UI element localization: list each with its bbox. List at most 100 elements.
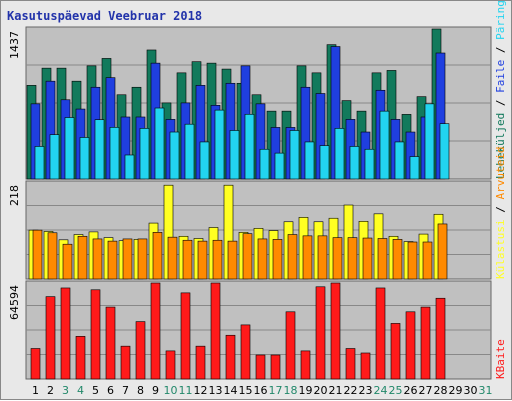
x-tick-day-8: 8 — [137, 384, 144, 397]
legend-separator: / — [494, 200, 507, 220]
bar-Arvuteid-14 — [227, 240, 238, 280]
x-tick-day-10: 10 — [164, 384, 178, 397]
legend-Leheküljed: Leheküljed — [494, 113, 507, 179]
x-tick-day-27: 27 — [419, 384, 433, 397]
legend-KBaite: KBaite — [494, 339, 507, 379]
bar-Arvuteid-22 — [347, 237, 358, 280]
x-tick-day-30: 30 — [464, 384, 478, 397]
bar-Arvuteid-8 — [137, 238, 148, 280]
x-tick-day-6: 6 — [107, 384, 114, 397]
bar-KBaite-21 — [330, 282, 341, 380]
bar-KBaite-1 — [30, 348, 41, 380]
legend-separator: / — [494, 40, 507, 60]
bar-KBaite-19 — [300, 350, 311, 380]
x-tick-day-21: 21 — [329, 384, 343, 397]
x-tick-day-28: 28 — [434, 384, 448, 397]
bar-Päringuid-14 — [229, 130, 240, 180]
bar-KBaite-16 — [255, 354, 266, 380]
bar-KBaite-28 — [435, 297, 446, 380]
bar-KBaite-6 — [105, 306, 116, 380]
bar-Arvuteid-24 — [377, 238, 388, 280]
x-tick-day-18: 18 — [284, 384, 298, 397]
bar-Päringuid-24 — [379, 110, 390, 180]
bar-Arvuteid-2 — [47, 232, 58, 280]
bar-Arvuteid-26 — [407, 241, 418, 280]
x-tick-day-31: 31 — [479, 384, 493, 397]
bar-Arvuteid-12 — [197, 240, 208, 280]
bar-Arvuteid-6 — [107, 240, 118, 280]
x-tick-day-7: 7 — [122, 384, 129, 397]
bar-KBaite-25 — [390, 323, 401, 380]
x-tick-day-24: 24 — [374, 384, 388, 397]
x-tick-day-20: 20 — [314, 384, 328, 397]
bar-KBaite-13 — [210, 282, 221, 380]
panel-middle-ymax-label: 218 — [8, 185, 21, 206]
x-tick-day-29: 29 — [449, 384, 463, 397]
bar-Päringuid-6 — [109, 127, 120, 180]
bar-KBaite-24 — [375, 287, 386, 380]
bar-Arvuteid-19 — [302, 235, 313, 280]
x-tick-day-26: 26 — [404, 384, 418, 397]
legend-Faile: Faile — [494, 60, 507, 93]
bar-KBaite-7 — [120, 345, 131, 380]
x-tick-day-9: 9 — [152, 384, 159, 397]
legend-separator: / — [494, 93, 507, 113]
bar-Arvuteid-16 — [257, 238, 268, 280]
bar-Päringuid-3 — [64, 117, 75, 180]
x-tick-day-12: 12 — [194, 384, 208, 397]
x-tick-day-13: 13 — [209, 384, 223, 397]
bar-KBaite-26 — [405, 311, 416, 380]
bar-KBaite-8 — [135, 321, 146, 380]
bar-Arvuteid-10 — [167, 236, 178, 280]
legend-Päringuid: Päringuid — [494, 1, 507, 40]
bar-KBaite-3 — [60, 287, 71, 380]
x-tick-day-1: 1 — [32, 384, 39, 397]
bar-Arvuteid-25 — [392, 239, 403, 280]
chart-title: Kasutuspäevad Veebruar 2018 — [7, 9, 202, 23]
x-tick-day-15: 15 — [239, 384, 253, 397]
bar-Päringuid-25 — [394, 141, 405, 180]
bar-Päringuid-9 — [154, 107, 165, 180]
bar-KBaite-12 — [195, 345, 206, 380]
bar-Päringuid-22 — [349, 146, 360, 180]
bar-KBaite-9 — [150, 282, 161, 380]
bar-Päringuid-19 — [304, 141, 315, 180]
x-tick-day-3: 3 — [62, 384, 69, 397]
x-tick-day-17: 17 — [269, 384, 283, 397]
bar-Arvuteid-4 — [77, 235, 88, 280]
bar-Päringuid-12 — [199, 141, 210, 180]
bar-KBaite-18 — [285, 311, 296, 380]
panel-middle-legend: Külastusi / Arvuteid — [494, 147, 507, 279]
bar-KBaite-23 — [360, 352, 371, 380]
bar-Arvuteid-3 — [62, 243, 73, 280]
bar-Päringuid-21 — [334, 128, 345, 180]
bar-KBaite-2 — [45, 296, 56, 380]
bar-KBaite-17 — [270, 354, 281, 380]
bar-KBaite-5 — [90, 289, 101, 380]
bar-KBaite-11 — [180, 292, 191, 380]
x-tick-day-16: 16 — [254, 384, 268, 397]
bar-Arvuteid-20 — [317, 235, 328, 280]
x-tick-day-25: 25 — [389, 384, 403, 397]
panel-bottom-ymax-label: 64594 — [8, 285, 21, 320]
bar-Päringuid-8 — [139, 128, 150, 180]
bar-Arvuteid-28 — [437, 223, 448, 280]
bar-Päringuid-1 — [34, 146, 45, 180]
legend-Külastusi: Külastusi — [494, 219, 507, 279]
bar-KBaite-20 — [315, 286, 326, 380]
x-tick-day-11: 11 — [179, 384, 193, 397]
bar-Arvuteid-9 — [152, 232, 163, 280]
bar-KBaite-15 — [240, 324, 251, 380]
bar-Arvuteid-23 — [362, 237, 373, 280]
bar-Arvuteid-1 — [32, 229, 43, 280]
bar-Päringuid-20 — [319, 145, 330, 180]
x-tick-day-14: 14 — [224, 384, 238, 397]
bar-KBaite-4 — [75, 336, 86, 380]
bar-Päringuid-16 — [259, 148, 270, 180]
bar-Päringuid-5 — [94, 119, 105, 180]
bar-KBaite-14 — [225, 334, 236, 380]
bar-Päringuid-11 — [184, 123, 195, 180]
bar-Arvuteid-7 — [122, 238, 133, 280]
